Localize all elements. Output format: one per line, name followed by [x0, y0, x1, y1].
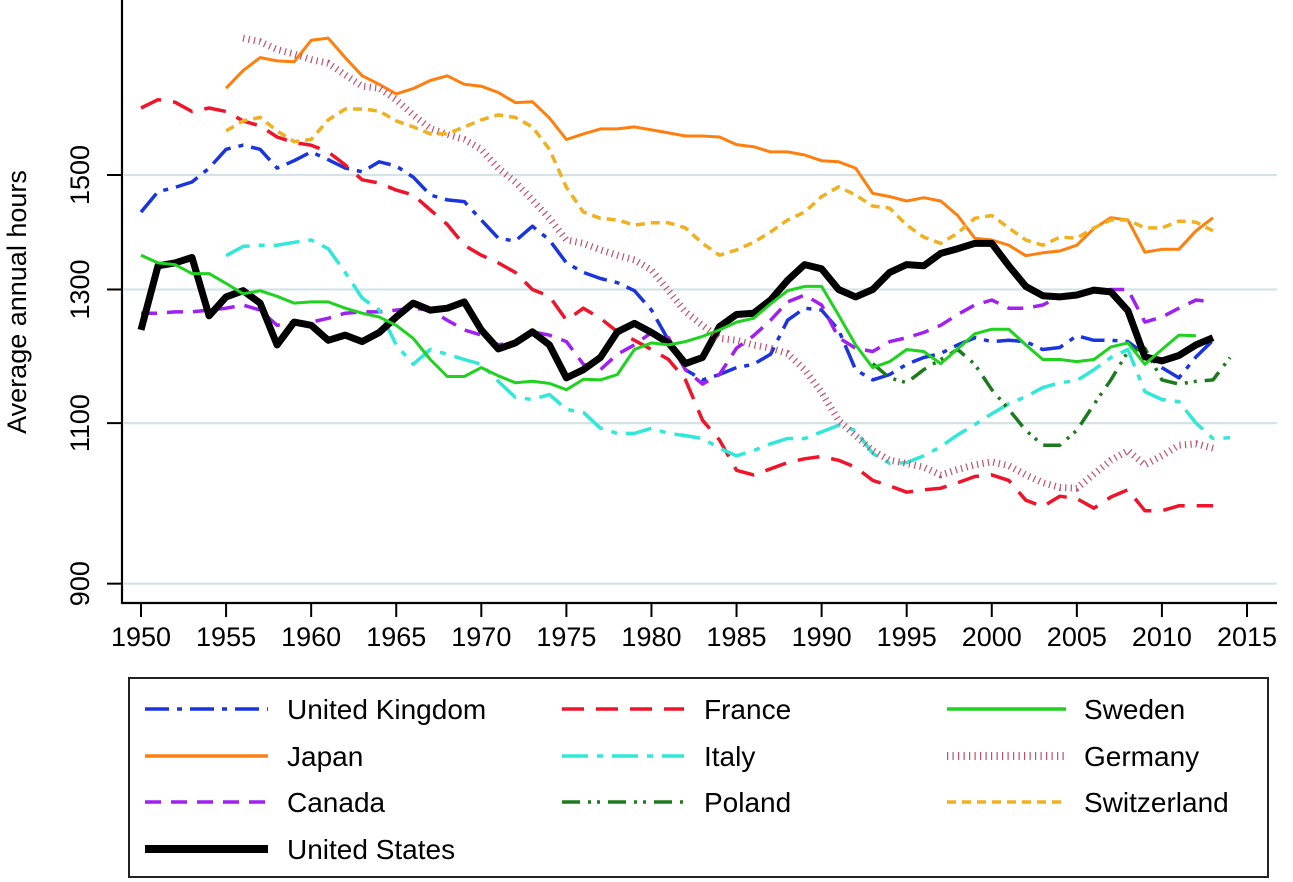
y-tick-label: 900 [65, 561, 95, 606]
series-lines [137, 34, 1232, 513]
legend-item-canada: Canada [145, 787, 386, 818]
legend-item-sweden: Sweden [947, 694, 1185, 725]
y-tick-label: 1100 [65, 394, 95, 452]
x-tick-label: 1990 [792, 622, 852, 652]
x-tick-label: 2000 [962, 622, 1022, 652]
y-tick-label: 1500 [65, 145, 95, 205]
x-tick-label: 1965 [366, 622, 426, 652]
x-tick-label: 1950 [111, 622, 171, 652]
x-ticks: 1950 1955 1960 1965 1970 1975 1980 1985 1990 1995… [111, 603, 1277, 652]
legend-label: Canada [287, 787, 386, 818]
series-line-switzerland [225, 107, 1214, 257]
x-tick-label: 1970 [451, 622, 511, 652]
x-tick-label: 1955 [196, 622, 256, 652]
legend-label: France [704, 694, 791, 725]
legend-box [128, 677, 1269, 878]
series-line-germany [242, 34, 1214, 492]
series-line-japan [225, 36, 1214, 258]
series-line-united-kingdom [139, 143, 1215, 382]
y-ticks: 900 1100 1300 1500 [65, 145, 122, 606]
series-line-sweden [140, 253, 1197, 392]
y-axis-title: Average annual hours [2, 170, 32, 434]
legend-item-switzerland: Switzerland [947, 787, 1229, 818]
legend-item-germany: Germany [947, 741, 1199, 772]
series-line-italy [225, 238, 1231, 466]
legend-label: Poland [704, 787, 791, 818]
legend-label: Switzerland [1084, 787, 1229, 818]
x-tick-label: 2005 [1047, 622, 1107, 652]
legend-label: Sweden [1084, 694, 1185, 725]
legend-label: United States [287, 834, 455, 865]
gridlines [124, 173, 1277, 585]
legend-item-poland: Poland [562, 787, 791, 818]
legend: United Kingdom France Sweden Japan Italy Germ… [128, 677, 1269, 878]
legend-label: Italy [704, 741, 755, 772]
legend-item-france: France [562, 694, 791, 725]
series-line-france [140, 97, 1213, 513]
x-tick-label: 1975 [536, 622, 596, 652]
y-tick-label: 1300 [65, 259, 95, 319]
legend-item-united-kingdom: United Kingdom [145, 694, 486, 725]
legend-item-united-states: United States [145, 834, 455, 865]
axes [120, 0, 1277, 605]
x-tick-label: 1980 [621, 622, 681, 652]
legend-label: United Kingdom [287, 694, 486, 725]
x-tick-label: 2010 [1132, 622, 1192, 652]
series-line-united-states [137, 239, 1215, 382]
legend-item-japan: Japan [145, 741, 363, 772]
x-tick-label: 1985 [706, 622, 766, 652]
x-tick-label: 1960 [281, 622, 341, 652]
series-line-poland [871, 346, 1232, 447]
legend-label: Germany [1084, 741, 1199, 772]
x-tick-label: 1995 [877, 622, 937, 652]
x-tick-label: 2015 [1217, 622, 1277, 652]
series-line-canada [141, 287, 1214, 386]
legend-item-italy: Italy [562, 741, 755, 772]
legend-label: Japan [287, 741, 363, 772]
